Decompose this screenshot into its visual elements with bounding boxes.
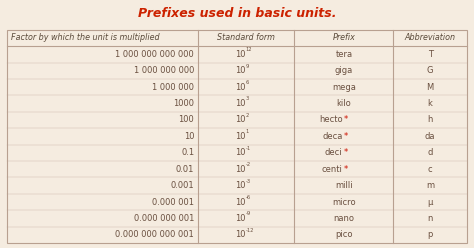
Text: 10: 10 xyxy=(235,148,245,157)
Text: -6: -6 xyxy=(246,195,251,200)
Text: m: m xyxy=(426,181,434,190)
Text: -3: -3 xyxy=(246,179,251,184)
Text: 1 000 000: 1 000 000 xyxy=(152,83,194,92)
Text: n: n xyxy=(428,214,433,223)
Text: 12: 12 xyxy=(246,47,252,52)
Text: 2: 2 xyxy=(246,113,249,118)
Text: T: T xyxy=(428,50,433,59)
Text: deca: deca xyxy=(322,132,343,141)
Text: 100: 100 xyxy=(178,116,194,124)
Text: Abbreviation: Abbreviation xyxy=(404,33,456,42)
Text: 0.000 001: 0.000 001 xyxy=(152,197,194,207)
Text: k: k xyxy=(428,99,433,108)
Text: centi: centi xyxy=(321,165,343,174)
Text: 1 000 000 000: 1 000 000 000 xyxy=(134,66,194,75)
Text: *: * xyxy=(344,132,347,141)
Text: 3: 3 xyxy=(246,96,249,101)
Text: -12: -12 xyxy=(246,228,254,233)
Text: c: c xyxy=(428,165,432,174)
Text: *: * xyxy=(344,165,347,174)
Text: 10: 10 xyxy=(235,230,245,239)
Text: Prefix: Prefix xyxy=(332,33,356,42)
Text: μ: μ xyxy=(428,197,433,207)
Text: 10: 10 xyxy=(235,214,245,223)
Text: M: M xyxy=(427,83,434,92)
Text: 10: 10 xyxy=(235,165,245,174)
Text: 10: 10 xyxy=(235,66,245,75)
Text: mega: mega xyxy=(332,83,356,92)
Text: giga: giga xyxy=(335,66,353,75)
Text: 10: 10 xyxy=(235,132,245,141)
Text: 0.001: 0.001 xyxy=(171,181,194,190)
Text: 10: 10 xyxy=(235,181,245,190)
Text: h: h xyxy=(428,116,433,124)
Text: 10: 10 xyxy=(235,197,245,207)
Text: 10: 10 xyxy=(235,99,245,108)
Text: Standard form: Standard form xyxy=(217,33,275,42)
Text: tera: tera xyxy=(335,50,353,59)
Text: micro: micro xyxy=(332,197,356,207)
Text: G: G xyxy=(427,66,433,75)
Text: Factor by which the unit is multiplied: Factor by which the unit is multiplied xyxy=(11,33,160,42)
Text: 10: 10 xyxy=(235,116,245,124)
Text: 6: 6 xyxy=(246,80,249,85)
Text: *: * xyxy=(344,148,347,157)
Text: kilo: kilo xyxy=(337,99,351,108)
Text: 1 000 000 000 000: 1 000 000 000 000 xyxy=(115,50,194,59)
Text: nano: nano xyxy=(333,214,355,223)
Text: 10: 10 xyxy=(183,132,194,141)
Text: *: * xyxy=(344,116,347,124)
Text: 0.1: 0.1 xyxy=(181,148,194,157)
Text: p: p xyxy=(428,230,433,239)
Text: hecto: hecto xyxy=(319,116,343,124)
Text: 1: 1 xyxy=(246,129,249,134)
Bar xyxy=(7,30,467,243)
Text: 0.01: 0.01 xyxy=(176,165,194,174)
Text: milli: milli xyxy=(335,181,353,190)
Text: da: da xyxy=(425,132,435,141)
Text: 1000: 1000 xyxy=(173,99,194,108)
Text: 9: 9 xyxy=(246,64,249,69)
Text: 10: 10 xyxy=(235,83,245,92)
Text: d: d xyxy=(428,148,433,157)
Text: -1: -1 xyxy=(246,146,251,151)
Text: -9: -9 xyxy=(246,211,251,216)
Text: 0.000 000 001: 0.000 000 001 xyxy=(134,214,194,223)
Text: -2: -2 xyxy=(246,162,251,167)
Text: deci: deci xyxy=(325,148,343,157)
Text: 0.000 000 000 001: 0.000 000 000 001 xyxy=(115,230,194,239)
Text: pico: pico xyxy=(335,230,353,239)
Text: Prefixes used in basic units.: Prefixes used in basic units. xyxy=(138,7,336,20)
Text: 10: 10 xyxy=(235,50,245,59)
